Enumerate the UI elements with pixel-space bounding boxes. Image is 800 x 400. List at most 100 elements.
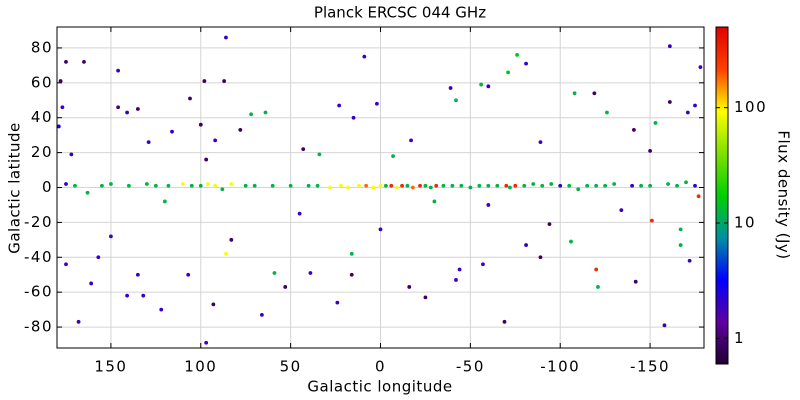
point [76,319,81,324]
point [213,138,218,143]
point [339,183,343,188]
y-tick-label: 60 [31,73,53,91]
point [538,140,543,145]
y-tick-label: -80 [24,318,53,336]
point [211,302,216,307]
x-tick-label: -50 [456,358,485,376]
point [224,251,228,256]
point [441,183,446,188]
point [524,243,528,247]
point [204,157,209,162]
point [479,82,484,87]
point [693,183,697,188]
point [162,199,167,204]
point [351,115,356,120]
point [259,312,264,317]
point [135,107,140,111]
point [64,182,68,186]
point [454,278,458,282]
point [362,54,367,59]
point [666,182,670,186]
point [224,35,228,40]
point [432,199,437,204]
y-tick-label: 0 [42,178,53,196]
point [243,183,248,188]
point [270,183,275,188]
point [454,98,458,103]
point [605,110,609,115]
point [100,183,104,188]
point [301,147,306,152]
point [502,319,507,324]
point [612,182,617,186]
point [619,208,624,213]
point [423,183,428,188]
point [349,251,354,256]
point [116,68,121,73]
point [69,152,74,157]
colorbar-tick-label: 100 [734,98,767,116]
point [400,183,404,188]
point [144,182,149,186]
point [457,267,462,272]
point [180,182,185,186]
point [189,183,194,188]
point [335,300,340,305]
point [481,262,485,267]
x-tick-label: 150 [94,358,127,376]
point [495,183,500,188]
point [407,285,412,289]
point [569,239,573,244]
x-axis-label: Galactic longitude [307,378,452,396]
point [109,182,113,186]
point [272,271,277,275]
point [56,124,61,129]
point [648,148,652,153]
point [423,295,428,300]
point [378,227,383,232]
point [146,140,151,145]
y-axis-label: Galactic latitude [6,122,24,254]
point [229,237,234,242]
point [135,272,140,277]
point [315,183,320,188]
point [308,271,313,275]
colorbar-label: Flux density (Jy) [775,130,793,259]
point [667,44,672,49]
point [477,183,482,188]
y-tick-label: 20 [31,143,53,161]
point [64,262,68,267]
point [540,183,545,188]
point [186,272,191,277]
colorbar-tick-label: 10 [734,214,756,232]
point [603,183,608,188]
point [383,183,388,188]
point [349,272,354,277]
point [263,110,268,115]
colorbar-tick-label: 1 [734,329,745,347]
point [630,183,635,188]
point [448,86,453,90]
point [486,203,491,207]
point [538,255,543,260]
point [202,79,207,83]
point [504,183,509,188]
point [639,183,643,188]
point [317,152,322,157]
point [364,183,369,188]
point [410,185,415,190]
chart-title: Planck ERCSC 044 GHz [314,4,486,22]
point [594,267,599,272]
point [653,121,658,125]
point [572,91,577,96]
point [297,211,302,216]
point [506,70,511,75]
point [213,183,218,188]
point [375,101,379,106]
x-tick-label: 50 [280,358,302,376]
point [687,258,692,263]
point [85,190,90,195]
point [547,222,552,227]
point [405,183,410,188]
